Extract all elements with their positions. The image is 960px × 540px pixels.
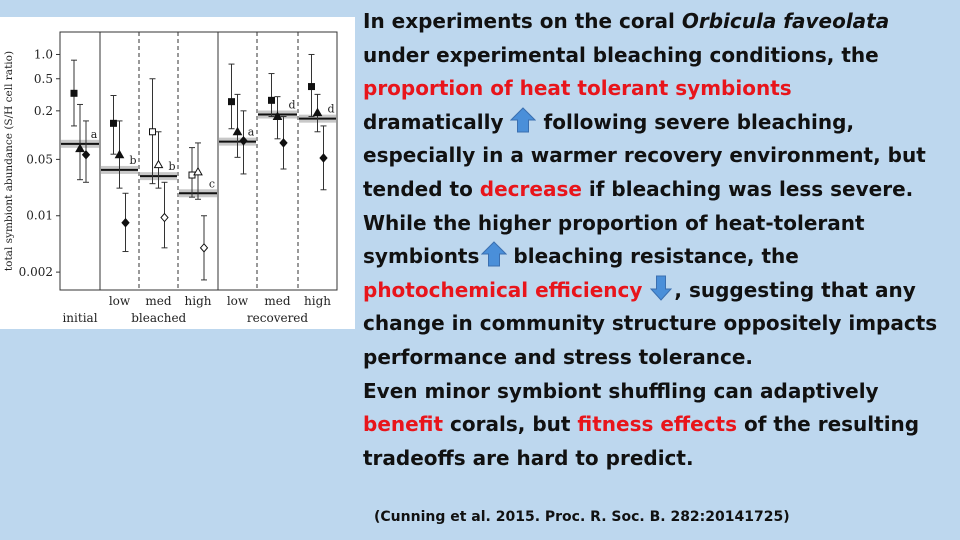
x-tick-label: high <box>304 294 331 308</box>
text-line-5: especially in a warmer recovery environm… <box>363 143 926 168</box>
species-name: Orbicula faveolata <box>681 9 890 33</box>
text-line-9: photochemical efficiency, suggesting tha… <box>363 274 955 308</box>
arrow-up-icon <box>509 107 536 144</box>
x-group-label: bleached <box>131 311 186 325</box>
data-point-triangle <box>114 149 125 159</box>
significance-letter: a <box>248 126 255 139</box>
decrease-highlight: decrease <box>479 176 582 201</box>
data-point-diamond <box>319 153 328 163</box>
text-line-4: dramatically following severe bleaching, <box>363 106 955 140</box>
data-point-square <box>268 96 275 104</box>
text-line-3: proportion of heat tolerant symbionts <box>363 76 792 101</box>
plot-frame <box>59 31 338 291</box>
y-tick-label: 0.01 <box>26 209 53 223</box>
x-tick-label: low <box>227 294 249 308</box>
data-point-diamond <box>199 243 209 253</box>
text-line-12: Even minor symbiont shuffling can adapti… <box>363 378 879 403</box>
data-point-triangle <box>272 111 283 121</box>
significance-letter: a <box>91 128 98 141</box>
y-tick-label: 0.002 <box>19 265 53 279</box>
arrow-up-icon <box>481 241 508 278</box>
y-tick-label: 1.0 <box>34 47 53 61</box>
text-line-1: In experiments on the coral Orbicula fav… <box>363 9 890 33</box>
y-axis-label: total symbiont abundance (S/H cell ratio… <box>3 51 15 271</box>
y-tick-label: 0.5 <box>34 72 53 86</box>
data-point-triangle <box>232 126 243 136</box>
body-text: In experiments on the coral Orbicula fav… <box>363 5 955 475</box>
text-line-8: symbionts bleaching resistance, the <box>363 240 955 274</box>
significance-letter: d <box>288 99 295 112</box>
x-group-label: recovered <box>247 311 309 325</box>
data-point-square <box>149 128 156 136</box>
data-point-square <box>70 89 78 97</box>
data-point-triangle <box>153 159 164 169</box>
data-point-square <box>110 119 117 127</box>
x-tick-label: med <box>145 294 171 308</box>
data-point-diamond <box>279 138 288 148</box>
data-point-triangle <box>193 166 203 176</box>
y-tick-label: 0.2 <box>34 104 53 118</box>
text-line-6: tended to decrease if bleaching was less… <box>363 176 914 201</box>
data-point-square <box>228 98 235 106</box>
fitness-effects-highlight: fitness effects <box>577 412 738 437</box>
data-point-triangle <box>312 107 323 117</box>
significance-letter: c <box>209 177 215 190</box>
symbiont-abundance-chart: 1.0 0.5 0.2 0.05 0.01 0.002 total symbiont abu… <box>0 17 355 329</box>
text-line-13: benefit corals, but fitness effects of t… <box>363 412 920 437</box>
data-point-diamond <box>160 212 169 223</box>
data-point-diamond <box>239 136 248 146</box>
data-point-triangle <box>75 143 85 153</box>
y-tick-label: 0.05 <box>26 152 53 166</box>
text-line-2: under experimental bleaching conditions,… <box>363 42 879 67</box>
text-line-14: tradeoffs are hard to predict. <box>363 445 694 470</box>
data-point-diamond <box>121 217 130 228</box>
x-tick-label: low <box>109 294 131 308</box>
text-line-11: performance and stress tolerance. <box>363 344 754 369</box>
text-line-10: change in community structure oppositely… <box>363 311 938 336</box>
data-point-square <box>308 83 315 91</box>
text-line-7: While the higher proportion of heat-tole… <box>363 210 865 235</box>
citation: (Cunning et al. 2015. Proc. R. Soc. B. 2… <box>374 509 790 525</box>
significance-letter: d <box>327 103 334 116</box>
x-tick-label: med <box>264 294 290 308</box>
significance-letter: b <box>168 160 175 173</box>
x-group-label: initial <box>62 311 97 325</box>
photochemical-efficiency-highlight: photochemical efficiency <box>363 277 643 302</box>
arrow-down-icon <box>650 275 673 312</box>
benefit-highlight: benefit <box>363 412 444 437</box>
data-point-diamond <box>81 150 91 160</box>
x-tick-label: high <box>185 294 212 308</box>
significance-letter: b <box>129 154 136 167</box>
